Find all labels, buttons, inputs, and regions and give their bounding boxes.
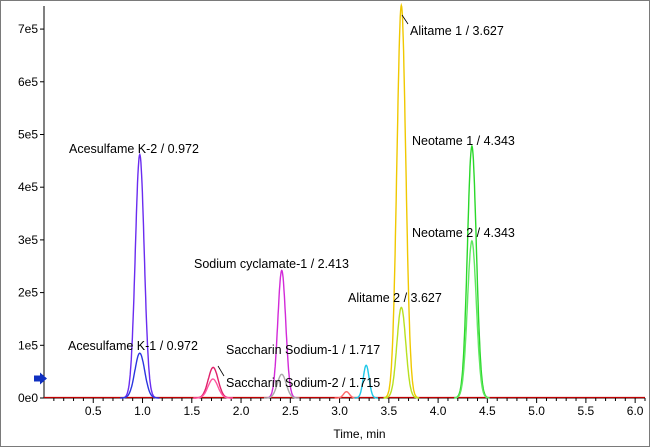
peak-cyan-peak xyxy=(354,364,378,399)
y-tick-label: 7e5 xyxy=(18,22,38,36)
traces xyxy=(44,2,645,399)
peak-alitame-1 xyxy=(383,2,420,399)
peak-label-saccharin-sodium-1: Saccharin Sodium-1 / 1.717 xyxy=(226,343,380,357)
y-tick-label: 2e5 xyxy=(18,286,38,300)
peak-label-acesulfame-k-1: Acesulfame K-1 / 0.972 xyxy=(68,339,198,353)
peak-label-alitame-2: Alitame 2 / 3.627 xyxy=(348,291,442,305)
x-tick-label: 5.0 xyxy=(528,404,545,418)
peak-neotame-2 xyxy=(454,239,490,399)
x-tick-label: 6.0 xyxy=(627,404,644,418)
x-tick-label: 4.5 xyxy=(479,404,496,418)
x-tick-label: 2.5 xyxy=(282,404,299,418)
axes: 0e0 1e5 2e5 3e5 4e5 5e5 6e5 7e5 0.5 1.0 1.5 2.0 2.5 3… xyxy=(18,6,646,441)
x-tick-label: 5.5 xyxy=(578,404,595,418)
x-tick-label: 3.5 xyxy=(380,404,397,418)
peak-label-neotame-2: Neotame 2 / 4.343 xyxy=(412,226,515,240)
peak-acesulfame-k-2 xyxy=(122,152,158,399)
peak-labels: Acesulfame K-2 / 0.972 Acesulfame K-1 / 0… xyxy=(68,14,515,390)
peak-sodium-cyclamate-1 xyxy=(265,269,298,399)
threshold-marker-arrow xyxy=(34,372,47,385)
x-tick-label: 0.5 xyxy=(85,404,102,418)
peak-saccharin-sodium-2 xyxy=(193,378,233,399)
leader-saccharin xyxy=(217,365,225,377)
y-tick-label: 4e5 xyxy=(18,180,38,194)
peak-alitame-2 xyxy=(383,306,420,399)
y-tick-label: 5e5 xyxy=(18,127,38,141)
x-tick-label: 2.0 xyxy=(233,404,250,418)
peak-neotame-1 xyxy=(454,144,490,399)
peak-label-alitame-1: Alitame 1 / 3.627 xyxy=(410,24,504,38)
y-tick-label: 0e0 xyxy=(18,391,38,405)
peak-label-neotame-1: Neotame 1 / 4.343 xyxy=(412,134,515,148)
peak-label-sodium-cyclamate-1: Sodium cyclamate-1 / 2.413 xyxy=(194,257,349,271)
peak-sodium-cyclamate-2 xyxy=(264,373,300,399)
x-axis-title: Time, min xyxy=(333,427,385,441)
x-tick-label: 1.0 xyxy=(134,404,151,418)
x-tick-label: 3.0 xyxy=(331,404,348,418)
peak-label-saccharin-sodium-2: Saccharin Sodium-2 / 1.715 xyxy=(226,376,380,390)
peak-label-acesulfame-k-2: Acesulfame K-2 / 0.972 xyxy=(69,142,199,156)
x-tick-label: 4.0 xyxy=(430,404,447,418)
y-tick-label: 3e5 xyxy=(18,233,38,247)
x-tick-label: 1.5 xyxy=(183,404,200,418)
leader-alitame-1 xyxy=(401,14,409,25)
y-tick-label: 6e5 xyxy=(18,75,38,89)
y-tick-label: 1e5 xyxy=(18,338,38,352)
peak-acesulfame-k-1 xyxy=(120,352,160,399)
